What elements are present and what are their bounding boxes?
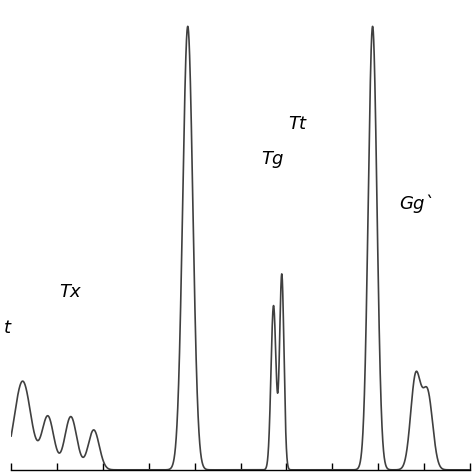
Text: t: t xyxy=(4,319,11,337)
Text: Tx: Tx xyxy=(59,283,81,301)
Text: Gg`: Gg` xyxy=(399,194,433,213)
Text: Tt: Tt xyxy=(289,115,307,133)
Text: Tg: Tg xyxy=(261,150,283,168)
